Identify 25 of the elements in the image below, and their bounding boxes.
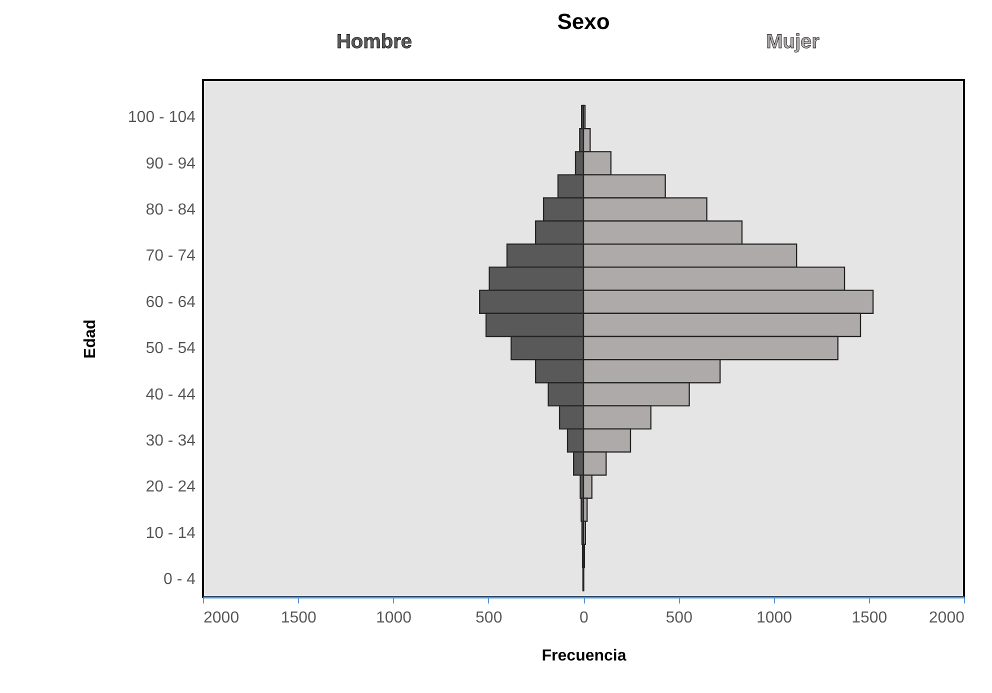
text: Hombre: [336, 31, 412, 53]
text: Mujer: [766, 31, 820, 53]
x-tick-label: 1500: [280, 610, 317, 626]
x-tick-label: 0: [580, 610, 589, 626]
y-tick-label: 0 - 4: [163, 571, 196, 588]
y-tick-label: 70 - 74: [146, 248, 196, 265]
y-tick-label: 10 - 14: [146, 524, 196, 542]
y-tick-label: 80 - 84: [146, 201, 196, 218]
x-tick-label: 2000: [928, 610, 965, 626]
x-tick-label: 2000: [204, 610, 240, 626]
x-tick-label: 500: [476, 610, 502, 626]
x-tick-label: 500: [666, 610, 693, 626]
y-tick-label: 40 - 44: [146, 386, 196, 404]
y-tick-label: 90 - 94: [146, 155, 196, 172]
y-tick-label: 60 - 64: [146, 294, 196, 311]
y-tick-label: 30 - 34: [146, 432, 196, 450]
chart-title: Sexo: [557, 9, 610, 34]
y-axis-title: Edad: [82, 319, 99, 359]
y-tick-label: 20 - 24: [146, 478, 196, 496]
y-tick-label: 100 - 104: [128, 109, 196, 126]
x-axis-title: Frecuencia: [542, 648, 626, 664]
y-tick-label: 50 - 54: [146, 340, 196, 358]
x-tick-label: 1000: [376, 610, 412, 626]
x-tick-label: 1000: [756, 610, 792, 626]
x-tick-label: 1500: [852, 610, 888, 626]
